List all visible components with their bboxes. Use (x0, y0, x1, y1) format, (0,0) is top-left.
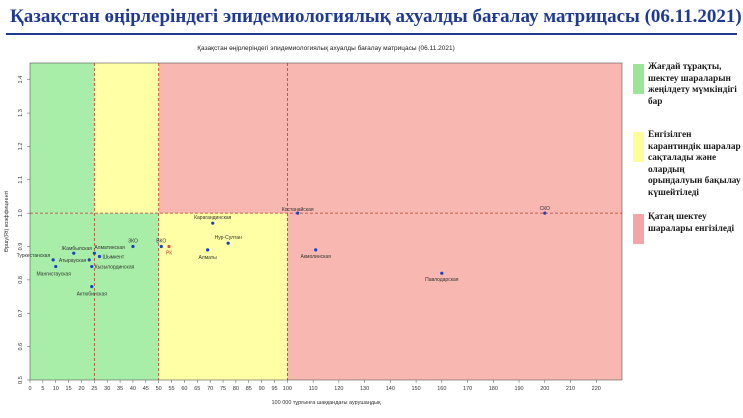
x-tick-label: 5 (41, 386, 44, 392)
data-point (226, 241, 230, 245)
data-point-label: Алматы (198, 255, 217, 261)
data-point-label: ВКО (156, 239, 166, 245)
data-point (51, 258, 55, 262)
legend-swatch-red (633, 214, 644, 244)
data-point (167, 244, 171, 249)
data-point (206, 248, 210, 252)
data-point (131, 244, 135, 249)
zone-2 (94, 63, 159, 214)
data-point-label: Карагандинская (194, 215, 232, 221)
data-point-label: Акмолинская (301, 254, 332, 260)
x-tick-label: 120 (334, 386, 343, 392)
x-tick-label: 10 (53, 386, 59, 392)
x-tick-label: 60 (181, 386, 187, 392)
x-tick-label: 85 (246, 386, 252, 392)
x-tick-label: 0 (28, 386, 31, 392)
data-point-label: Жамбылская (62, 246, 93, 252)
legend-swatch-green (633, 64, 644, 94)
data-point-label: Шымкент (102, 255, 124, 261)
y-tick-label: 0.9 (18, 243, 24, 251)
x-tick-label: 150 (411, 386, 420, 392)
zone-1 (30, 63, 95, 214)
y-tick-label: 1.1 (18, 176, 24, 184)
x-tick-label: 30 (104, 386, 110, 392)
y-tick-label: 0.7 (18, 309, 24, 317)
legend-label-green: Жағдай тұрақты, шектеу шараларын жеңілде… (648, 62, 737, 107)
chart-title: Қазақстан өңірлеріндегі эпидемиологиялық… (197, 44, 455, 52)
y-tick-label: 1.0 (18, 209, 24, 217)
data-point-label: Павлодарская (425, 277, 459, 283)
data-point-label: ЗКО (128, 239, 138, 245)
y-tick-label: 0.8 (18, 276, 24, 284)
x-tick-label: 200 (540, 386, 549, 392)
y-tick-label: 1.3 (18, 109, 24, 117)
x-tick-label: 20 (78, 386, 84, 392)
y-tick-label: 1.4 (18, 76, 24, 84)
zone-3 (158, 213, 288, 380)
x-tick-label: 15 (66, 386, 72, 392)
x-tick-label: 75 (220, 386, 226, 392)
x-tick-label: 45 (143, 386, 149, 392)
zone-5 (287, 213, 622, 380)
y-tick-label: 0.5 (18, 376, 24, 384)
page-title: Қазақстан өңірлеріндегі эпидемиологиялық… (10, 6, 742, 27)
risk-matrix-chart: Қазақстан өңірлеріндегі эпидемиологиялық… (4, 44, 623, 406)
x-tick-label: 100 (283, 386, 292, 392)
x-tick-label: 180 (489, 386, 498, 392)
data-point-label: Кызылординская (95, 265, 135, 271)
chart-area: Қазақстан өңірлеріндегі эпидемиологиялық… (0, 38, 630, 418)
data-point-label: Алматинская (94, 245, 125, 251)
x-tick-label: 220 (592, 386, 601, 392)
x-tick-label: 65 (194, 386, 200, 392)
data-point (543, 211, 547, 215)
x-tick-label: 25 (91, 386, 97, 392)
data-point-label: Нур-Султан (215, 235, 242, 241)
data-point-label: Атырауская (59, 258, 87, 264)
data-point (87, 258, 91, 262)
legend-swatch-yellow (633, 132, 644, 162)
zone-4 (158, 63, 622, 214)
data-point (159, 244, 163, 249)
title-divider (6, 33, 737, 35)
data-point (90, 264, 94, 269)
x-tick-label: 95 (271, 386, 277, 392)
data-point (314, 248, 318, 252)
x-tick-label: 50 (156, 386, 162, 392)
x-tick-label: 110 (309, 386, 318, 392)
x-tick-label: 130 (360, 386, 369, 392)
x-tick-label: 55 (169, 386, 175, 392)
data-point (92, 251, 96, 255)
data-point (296, 211, 300, 215)
legend-label-yellow: Енгізілген карантиндік шаралар сақталады… (648, 130, 741, 198)
data-point (72, 251, 76, 255)
data-point (211, 221, 215, 225)
x-tick-label: 35 (117, 386, 123, 392)
data-point-label: СКО (540, 206, 550, 212)
x-tick-label: 90 (259, 386, 265, 392)
x-tick-label: 170 (463, 386, 472, 392)
x-tick-label: 210 (566, 386, 575, 392)
data-point (97, 254, 102, 259)
data-point-label: Туркестанская (17, 253, 51, 259)
x-tick-label: 160 (437, 386, 446, 392)
data-point-label: Костанайская (282, 206, 314, 213)
data-point (90, 284, 94, 289)
x-tick-label: 140 (386, 386, 395, 392)
x-tick-label: 40 (130, 386, 136, 392)
x-tick-label: 80 (233, 386, 239, 392)
data-point-label: Актюбинская (77, 292, 108, 298)
y-tick-label: 0.6 (18, 343, 24, 351)
data-point (54, 264, 58, 269)
data-point (440, 271, 444, 275)
plot-frame (29, 62, 623, 381)
data-point-label: Мангистауская (36, 272, 71, 278)
data-point-label: РК (166, 251, 172, 257)
x-axis-label: 100 000 тұрғынға шаққандағы аурушаңдық (272, 400, 382, 406)
legend-label-red: Қатаң шектеу шаралары енгізіледі (648, 212, 735, 234)
y-tick-label: 1.2 (18, 143, 24, 151)
x-tick-label: 190 (514, 386, 523, 392)
x-tick-label: 70 (207, 386, 213, 392)
y-axis-label: Өршу(Rt) коэффициенті (4, 191, 10, 253)
